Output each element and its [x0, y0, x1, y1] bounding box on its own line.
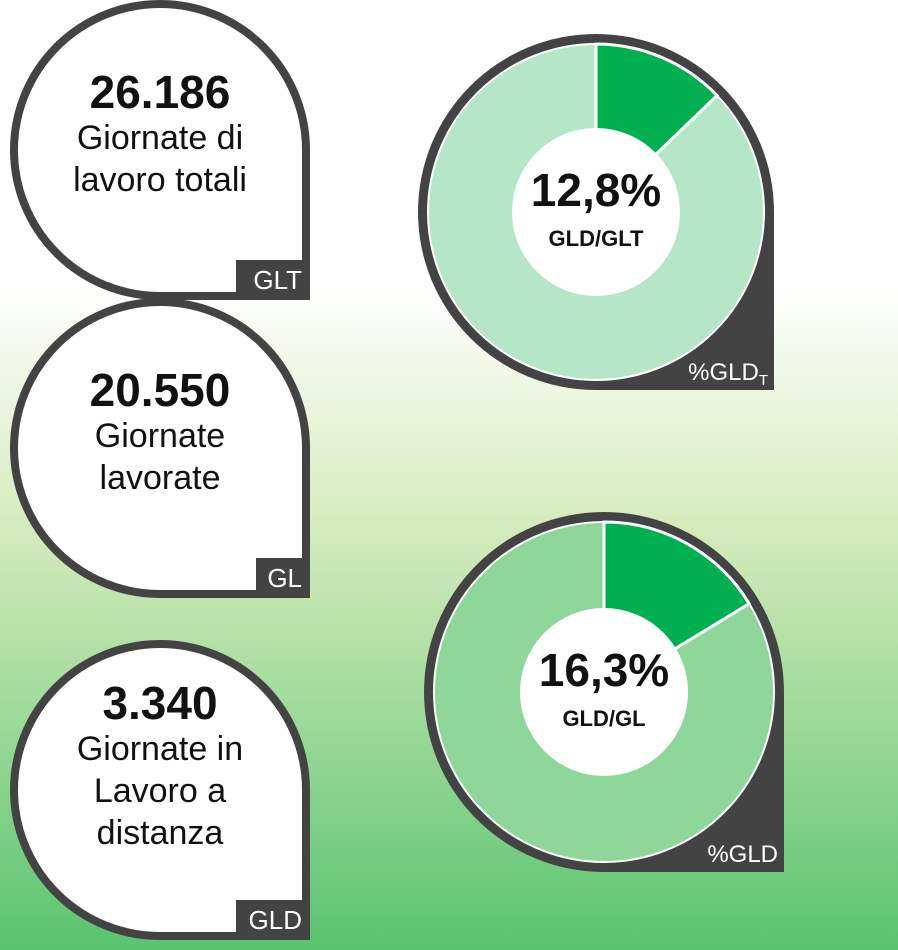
card-tag-bg — [256, 558, 310, 598]
card-value: 3.340 — [102, 677, 217, 729]
card-label: Lavoro a — [94, 772, 226, 810]
donut-tag: %GLDT — [688, 359, 768, 389]
card-label: Giornate — [95, 417, 225, 455]
card-label: distanza — [97, 814, 224, 852]
card-shape — [9, 297, 310, 598]
donut-label: GLD/GLT — [549, 226, 644, 251]
card-tag: GLD — [249, 905, 302, 935]
donut-tag-sub: T — [759, 372, 768, 389]
donut-value: 16,3% — [539, 644, 669, 696]
card-tag: GLT — [253, 265, 302, 295]
card-shape — [9, 0, 310, 300]
card-tag-bg — [236, 260, 310, 300]
card-shape — [9, 639, 310, 940]
card-tag: GL — [267, 563, 302, 593]
donut-hole — [520, 608, 688, 776]
donut-hole — [512, 128, 680, 296]
card-label: Giornate di — [77, 119, 243, 157]
card-value: 20.550 — [90, 364, 231, 416]
donut-value: 12,8% — [531, 164, 661, 216]
donut-tag-text: %GLD — [707, 841, 778, 868]
card-label: Giornate in — [77, 730, 243, 768]
card-tag-bg — [236, 900, 310, 940]
card-label: lavoro totali — [73, 161, 247, 199]
card-value: 26.186 — [90, 66, 231, 118]
card-label: lavorate — [100, 459, 221, 497]
donut-tag-text: %GLD — [688, 359, 759, 386]
donut-tag: %GLD — [707, 841, 778, 868]
donut-label: GLD/GL — [562, 706, 645, 731]
